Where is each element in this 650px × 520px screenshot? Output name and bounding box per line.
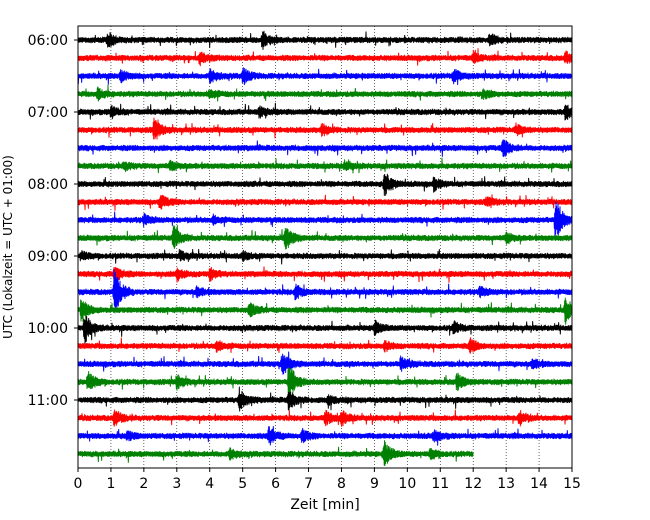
trace-line xyxy=(77,367,573,405)
x-tick-label: 6 xyxy=(271,476,280,492)
y-tick-label: 07:00 xyxy=(28,105,68,121)
trace-line xyxy=(77,297,573,325)
x-tick-label: 0 xyxy=(74,476,83,492)
trace-line xyxy=(77,67,573,86)
x-tick-label: 9 xyxy=(370,476,379,492)
x-tick-label: 12 xyxy=(464,476,482,492)
x-axis-label: Zeit [min] xyxy=(290,497,359,513)
x-tick-label: 14 xyxy=(530,476,548,492)
trace-line xyxy=(77,117,573,140)
trace-line xyxy=(77,102,573,121)
trace-line xyxy=(77,173,573,196)
y-axis-ticks: 06:00 07:00 08:00 09:00 10:00 11:00 xyxy=(28,33,78,409)
trace-line xyxy=(77,84,573,102)
trace-line xyxy=(77,315,573,345)
trace-line xyxy=(77,194,573,211)
x-tick-label: 11 xyxy=(431,476,449,492)
x-tick-label: 5 xyxy=(238,476,247,492)
trace-line xyxy=(77,426,573,446)
trace-line xyxy=(77,139,573,158)
y-axis-label: UTC (Lokalzeit = UTC + 01:00) xyxy=(1,155,15,339)
x-tick-label: 10 xyxy=(398,476,416,492)
x-tick-label: 3 xyxy=(172,476,181,492)
trace-line xyxy=(77,48,573,67)
trace-line xyxy=(77,248,573,265)
x-tick-label: 7 xyxy=(304,476,313,492)
trace-line xyxy=(77,30,573,50)
x-tick-label: 1 xyxy=(106,476,115,492)
trace-line xyxy=(77,157,573,174)
trace-line xyxy=(77,224,573,250)
plot-frame xyxy=(77,25,573,469)
trace-line xyxy=(77,440,474,467)
trace-line xyxy=(77,386,573,412)
trace-line xyxy=(77,266,573,285)
traces-group xyxy=(77,30,573,467)
trace-line xyxy=(77,201,573,237)
y-tick-label: 06:00 xyxy=(28,33,68,49)
y-tick-label: 10:00 xyxy=(28,321,68,337)
trace-line xyxy=(77,351,573,375)
y-tick-label: 08:00 xyxy=(28,177,68,193)
trace-line xyxy=(77,409,573,427)
y-tick-label: 11:00 xyxy=(28,393,68,409)
x-tick-label: 13 xyxy=(497,476,515,492)
trace-line xyxy=(77,337,573,354)
x-tick-label: 15 xyxy=(563,476,581,492)
y-tick-label: 09:00 xyxy=(28,249,68,265)
x-axis-ticks: 0 1 2 3 4 5 6 7 8 9 10 11 12 13 14 15 xyxy=(74,468,581,492)
x-tick-label: 2 xyxy=(139,476,148,492)
trace-line xyxy=(77,269,573,314)
x-tick-label: 8 xyxy=(337,476,346,492)
x-tick-label: 4 xyxy=(205,476,214,492)
